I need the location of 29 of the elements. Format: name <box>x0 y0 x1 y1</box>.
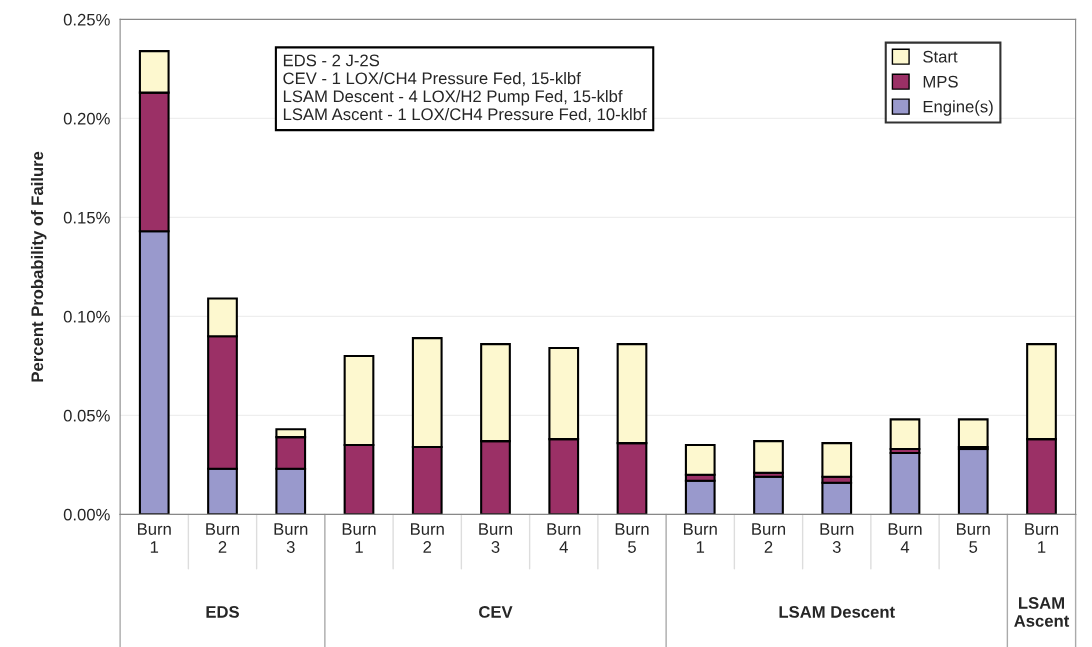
x-tick-label: Burn 3 <box>479 523 513 553</box>
x-tick-label: Burn 5 <box>615 523 649 553</box>
y-axis-title: Percent Probability of Failure <box>30 151 47 382</box>
text: LSAM Descent <box>779 606 895 618</box>
x-tick-label: Burn 2 <box>206 523 240 553</box>
y-tick-label: 0.20% <box>63 112 110 125</box>
x-tick-label: Burn 1 <box>342 523 376 553</box>
y-tick-label: 0.15% <box>63 211 110 224</box>
x-tick-label: Burn 1 <box>138 523 171 553</box>
y-tick-label: 0.25% <box>63 13 110 26</box>
x-tick-label: Burn 2 <box>752 523 786 553</box>
x-tick-label: Burn 3 <box>274 523 308 553</box>
y-tick-label: 0.10% <box>63 310 110 323</box>
x-tick-label: Burn 1 <box>684 523 717 553</box>
x-tick-label: Burn 1 <box>1025 523 1059 553</box>
text: CEV <box>479 606 513 618</box>
text: LSAM Ascent <box>1014 597 1070 627</box>
legend-label: MPS <box>923 75 958 88</box>
x-tick-label: Burn 4 <box>888 523 922 553</box>
legend-label: Engine(s) <box>923 100 993 116</box>
text: EDS <box>206 606 239 618</box>
x-tick-label: Burn 3 <box>820 523 854 553</box>
y-tick-label: 0.05% <box>63 409 110 422</box>
x-tick-label: Burn 2 <box>411 523 444 553</box>
annotation: EDS - 2 J-2S CEV - 1 LOX/CH4 Pressure Fed, 15-klbf LSAM Descent - 4 LOX/H2 Pump Fed, 15-klbf LSAM Ascent - 1 LOX/CH4 Pressure Fed, 10-klbf <box>283 54 647 123</box>
x-tick-label: Burn 4 <box>547 523 581 553</box>
x-tick-label: Burn 5 <box>957 523 990 553</box>
legend-label: Start <box>923 50 958 63</box>
y-tick-label: 0.00% <box>63 508 110 521</box>
